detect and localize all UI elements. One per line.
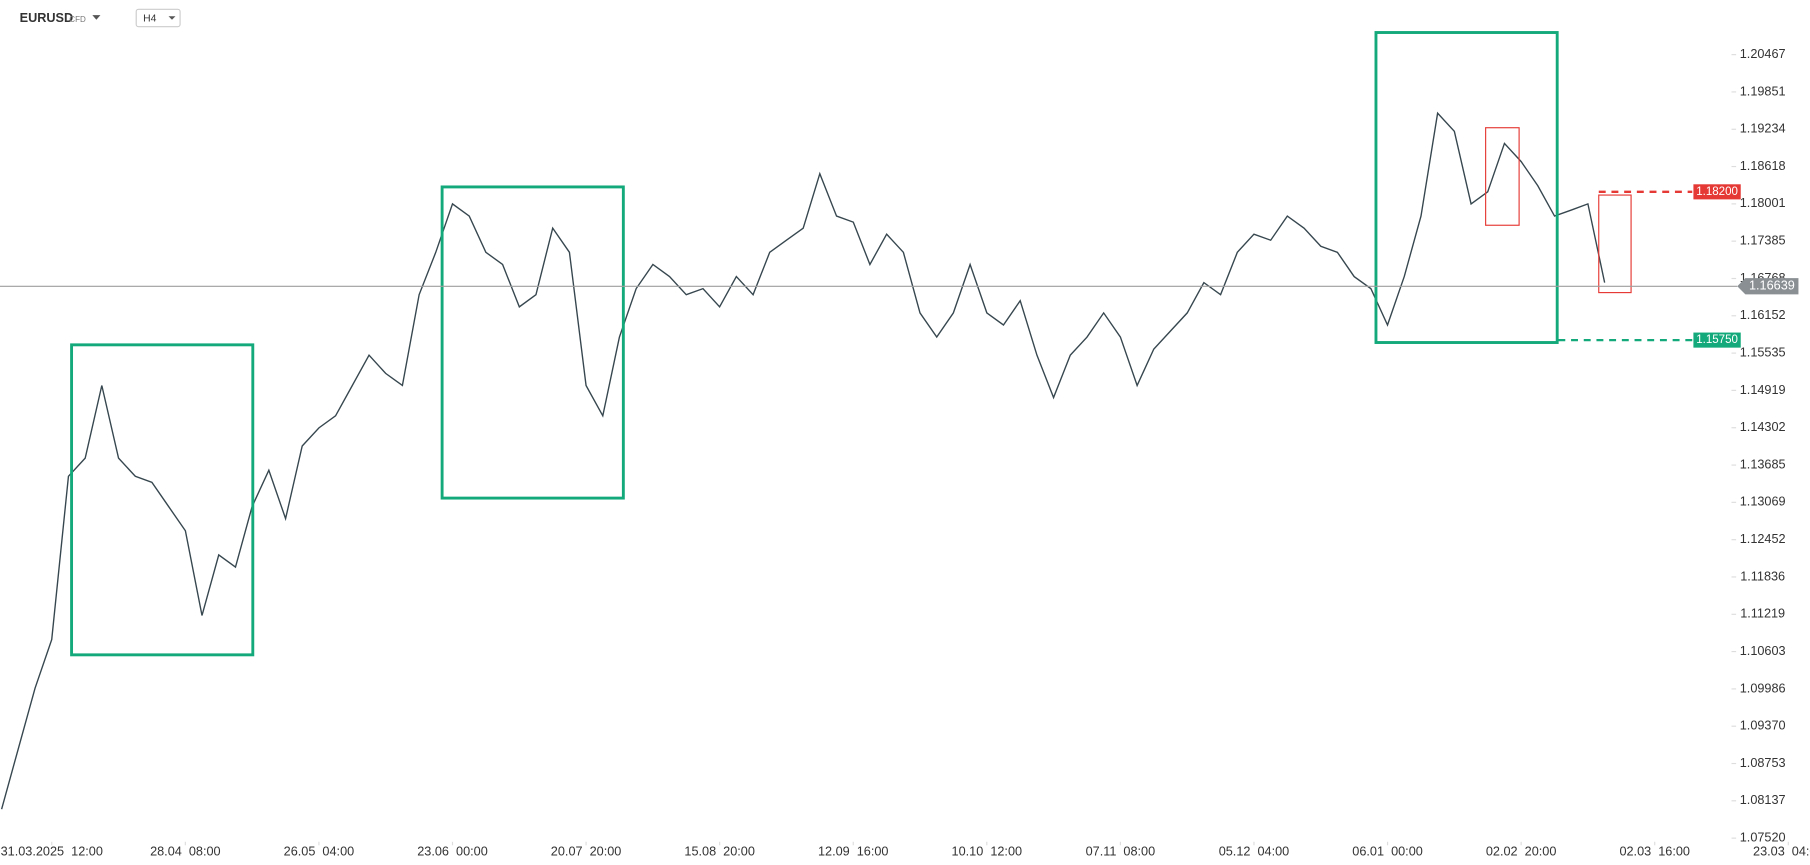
y-tick-label: 1.10603 (1740, 643, 1786, 658)
box-drawing (1598, 194, 1632, 294)
symbol[interactable]: EURUSD (20, 10, 74, 25)
x-tick-label: 26.05 04:00 (284, 844, 355, 859)
symbol-dropdown[interactable] (92, 15, 101, 20)
level-label: 1.15750 (1696, 334, 1738, 346)
x-tick-label: 10.10 12:00 (952, 844, 1023, 859)
current-price-label: 1.16639 (1749, 278, 1795, 293)
x-tick-label: 06.01 00:00 (1352, 844, 1423, 859)
plot-area: 1.07520 1.08137 1.08753 1.09370 1.09986 1.106… (1, 46, 1810, 859)
x-tick-label: 12.09 16:00 (818, 844, 889, 859)
y-tick-label: 1.13069 (1740, 494, 1786, 509)
overlay: 1.16639 1.18200 1.15750 (0, 184, 1799, 348)
y-tick-label: 1.14919 (1740, 382, 1786, 397)
x-tick-label: 28.04 08:00 (150, 844, 221, 859)
x-tick-label: 23.03 04:00 (1753, 844, 1810, 859)
y-tick-label: 1.15535 (1740, 344, 1786, 359)
price-line (0, 111, 1606, 810)
x-tick-label: 20.07 20:00 (551, 844, 622, 859)
x-tick-label: 31.03.2025 12:00 (1, 844, 103, 859)
y-tick-label: 1.19234 (1740, 121, 1786, 136)
level-label: 1.18200 (1696, 186, 1738, 198)
y-tick-label: 1.12452 (1740, 531, 1786, 546)
x-tick-label: 05.12 04:00 (1219, 844, 1290, 859)
y-tick-label: 1.13685 (1740, 456, 1786, 471)
y-tick-label: 1.07520 (1740, 829, 1786, 844)
x-tick-label: 07.11 08:00 (1086, 844, 1156, 859)
y-tick-label: 1.18618 (1740, 158, 1786, 173)
y-tick-label: 1.11836 (1740, 568, 1785, 583)
y-tick-label: 1.09986 (1740, 680, 1786, 695)
x-tick-label: 02.02 20:00 (1486, 844, 1557, 859)
level-tag (1693, 184, 1741, 200)
x-tick-label: 02.03 16:00 (1619, 844, 1690, 859)
y-tick-label: 1.14302 (1740, 419, 1786, 434)
y-tick-label: 1.16152 (1740, 307, 1786, 322)
x-tick-label: 15.08 20:00 (684, 844, 755, 859)
timeframe[interactable]: H4 (143, 13, 156, 24)
x-tick-label: 23.06 00:00 (417, 844, 488, 859)
y-tick-label: 1.18001 (1740, 195, 1786, 210)
timeframe-dropdown (168, 16, 176, 20)
y-tick-label: 1.17385 (1740, 232, 1786, 247)
y-tick-label: 1.08137 (1740, 792, 1786, 807)
level-tag (1693, 332, 1741, 348)
box-drawing (440, 185, 625, 500)
box-drawing (1374, 31, 1559, 344)
timeframe-selector[interactable] (135, 8, 181, 28)
y-tick-label: 1.09370 (1740, 718, 1786, 733)
y-tick-label: 1.11219 (1740, 606, 1785, 621)
y-tick-label: 1.20467 (1740, 46, 1786, 61)
box-drawing (1485, 127, 1520, 226)
box-drawing (70, 343, 255, 657)
current-price-tag (1737, 278, 1799, 295)
instrument-type: CFD (69, 15, 86, 24)
y-tick-label: 1.19851 (1740, 83, 1786, 98)
y-tick-label: 1.08753 (1740, 755, 1786, 770)
